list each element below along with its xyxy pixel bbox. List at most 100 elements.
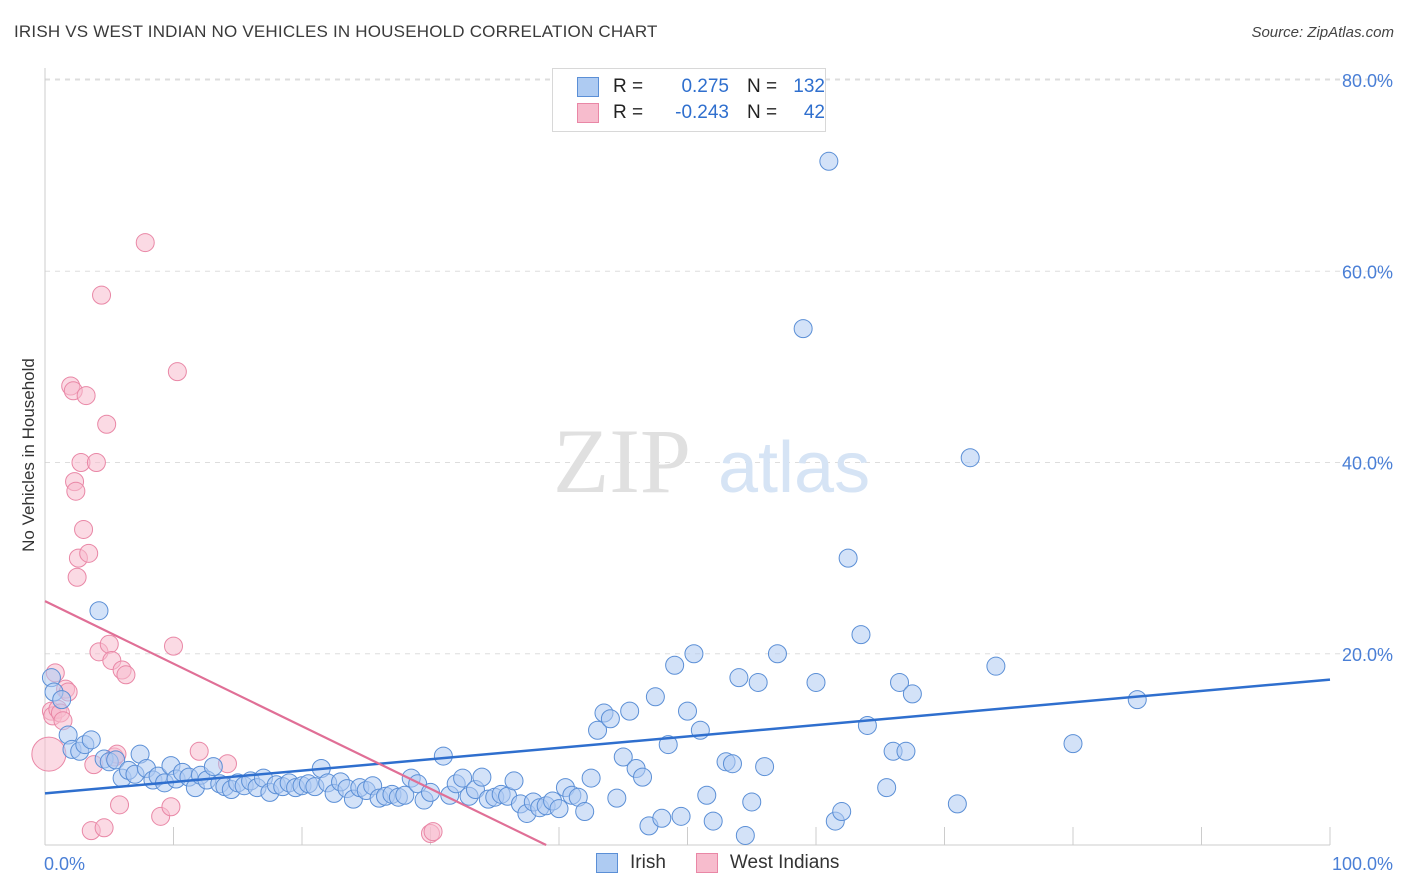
irish-point [722, 754, 742, 774]
west-indians-point [67, 567, 87, 587]
west-indians-point [99, 634, 119, 654]
irish-point [581, 768, 601, 788]
west-indians-point [79, 543, 99, 563]
irish-swatch [577, 77, 599, 97]
y-tick-label: 80.0% [1342, 71, 1393, 91]
irish-point [620, 701, 640, 721]
irish-point [748, 672, 768, 692]
irish-point [607, 788, 627, 808]
correlation-legend: R = 0.275 N = 132 R = -0.243 N = 42 [552, 68, 826, 132]
irish-point [960, 448, 980, 468]
irish-point [703, 811, 723, 831]
irish-point [665, 655, 685, 675]
west-indians-point [189, 741, 209, 761]
irish-point [877, 778, 897, 798]
x-tick-label: 100.0% [1332, 854, 1393, 874]
west-indians-swatch [577, 103, 599, 123]
west-indians-point [164, 636, 183, 656]
irish-legend-swatch [596, 853, 618, 873]
irish-point [767, 644, 787, 664]
irish-point [986, 656, 1006, 676]
irish-point [453, 768, 473, 788]
irish-point [851, 625, 871, 645]
irish-point [1063, 734, 1083, 754]
irish-point [947, 794, 967, 814]
irish-point [645, 687, 665, 707]
west-indians-point [31, 736, 67, 772]
west-indians-legend-label: West Indians [729, 852, 840, 873]
irish-point [832, 802, 852, 822]
west-indians-point [135, 233, 155, 253]
irish-point [89, 601, 109, 621]
west-indians-point [74, 519, 94, 539]
legend-r-value: 0.275 [681, 76, 729, 97]
irish-point [838, 548, 858, 568]
irish-point [472, 767, 492, 787]
watermark-atlas: atlas [718, 428, 870, 508]
irish-point [793, 319, 813, 339]
legend-n-value: 42 [803, 102, 825, 123]
west-indians-point [76, 386, 96, 406]
irish-point [106, 750, 126, 770]
irish-point [896, 741, 916, 761]
irish-legend-label: Irish [630, 852, 666, 873]
irish-point [588, 720, 608, 740]
irish-point [729, 668, 749, 688]
irish-point [806, 672, 826, 692]
west-indians-trend-line [44, 600, 547, 846]
west-indians-point [66, 481, 86, 501]
irish-point [819, 151, 839, 171]
series-legend-irish: Irish [596, 852, 666, 874]
irish-point [504, 771, 524, 791]
irish-point [890, 672, 910, 692]
y-tick-label: 40.0% [1342, 454, 1393, 474]
west-indians-legend-swatch [695, 853, 718, 873]
legend-row-west-indians: R = -0.243 N = 42 [577, 101, 825, 125]
watermark-zip: ZIP [553, 410, 691, 512]
irish-point [755, 757, 775, 777]
irish-point [395, 785, 415, 805]
legend-r-label: R = [613, 76, 644, 97]
x-tick-label: 0.0% [44, 854, 85, 874]
irish-point [600, 709, 620, 729]
y-tick-label: 60.0% [1342, 262, 1393, 282]
legend-r-value: -0.243 [675, 102, 729, 123]
west-indians-points [31, 233, 443, 844]
irish-point [652, 808, 672, 828]
chart-title: IRISH VS WEST INDIAN NO VEHICLES IN HOUS… [14, 22, 658, 41]
irish-point [549, 799, 569, 819]
irish-point [684, 644, 704, 664]
west-indians-point [116, 665, 136, 685]
irish-point [81, 730, 101, 750]
irish-point [575, 802, 595, 822]
legend-r-label: R = [613, 102, 644, 123]
watermark: ZIP atlas [553, 410, 870, 512]
source-label: Source: ZipAtlas.com [1251, 24, 1394, 41]
irish-point [671, 806, 691, 826]
legend-n-label: N = [747, 76, 778, 97]
gridlines [45, 78, 1392, 655]
west-indians-point [423, 822, 443, 842]
irish-point [678, 701, 697, 721]
irish-point [433, 746, 453, 766]
west-indians-point [86, 453, 106, 472]
irish-point [613, 747, 633, 767]
irish-points [41, 151, 1147, 845]
legend-n-value: 132 [793, 76, 825, 97]
tick-labels: 20.0% 40.0% 60.0% 80.0% 0.0% 100.0% [44, 71, 1393, 874]
irish-point [203, 757, 223, 777]
y-axis-label: No Vehicles in Household [19, 358, 38, 552]
series-legend-west-indians: West Indians [695, 852, 840, 874]
y-tick-label: 20.0% [1342, 645, 1393, 665]
legend-row-irish: R = 0.275 N = 132 [577, 75, 825, 99]
irish-trend-line [44, 678, 1331, 795]
west-indians-point [94, 818, 114, 838]
irish-point [633, 767, 653, 787]
irish-point [697, 785, 717, 805]
irish-point [902, 684, 922, 704]
irish-point [52, 690, 72, 710]
west-indians-point [167, 362, 187, 382]
west-indians-point [110, 795, 130, 815]
irish-point [658, 735, 678, 755]
